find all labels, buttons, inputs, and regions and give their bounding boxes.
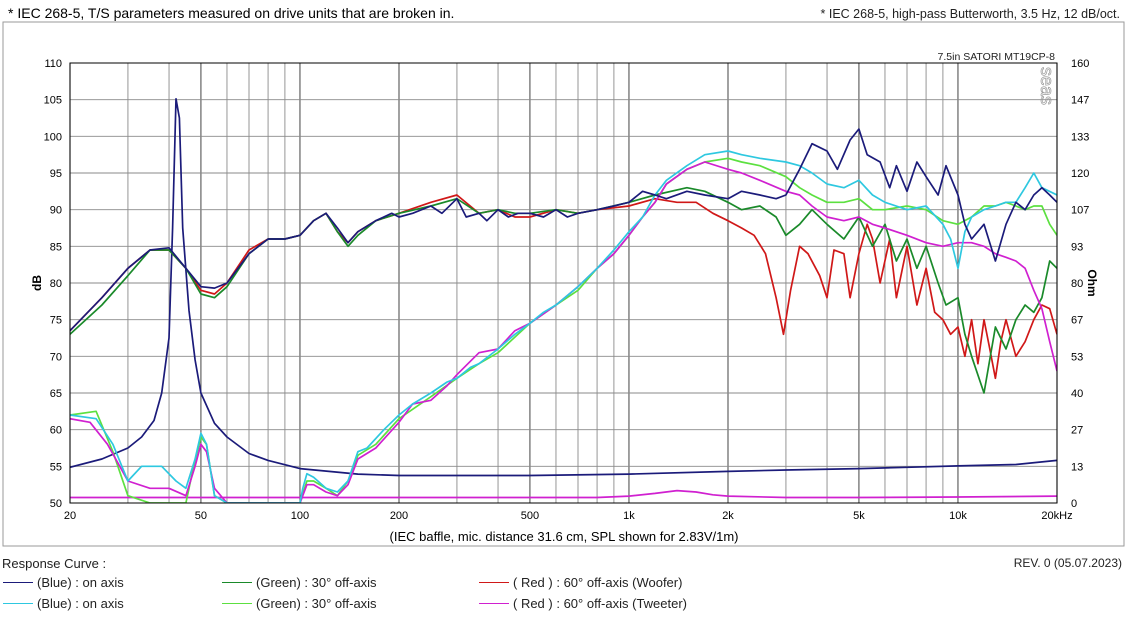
- y-tick-label-left: 85: [50, 241, 62, 253]
- y-tick-label-left: 70: [50, 351, 62, 363]
- y-tick-label-right: 27: [1071, 425, 1083, 437]
- series-line-on-axis-tweeter: [70, 150, 1057, 503]
- legend-swatch: [479, 603, 509, 604]
- y-tick-label-left: 65: [50, 388, 62, 400]
- axis-ticks: 20 50 100 200 500 1k 2k 5k 10k 20kHz1101051009590…: [44, 58, 1090, 522]
- x-tick-label: 200: [390, 510, 408, 522]
- y-tick-label-left: 90: [50, 205, 62, 217]
- x-tick-label: 10k: [949, 510, 967, 522]
- footnote-high-pass-filter: * IEC 268-5, high-pass Butterworth, 3.5 …: [820, 7, 1120, 21]
- y-tick-label-left: 75: [50, 315, 62, 327]
- legend-label: ( Red ) : 60° off-axis (Tweeter): [513, 596, 688, 611]
- y-tick-label-left: 95: [50, 168, 62, 180]
- series-line-on-axis-woofer: [70, 128, 1057, 332]
- legend-item-60deg-woofer: ( Red ) : 60° off-axis (Woofer): [479, 575, 682, 590]
- legend-label: (Green) : 30° off-axis: [256, 575, 377, 590]
- x-tick-label: 500: [521, 510, 539, 522]
- series-line-tweeter-impedance: [70, 489, 1057, 499]
- y-tick-label-left: 100: [44, 131, 62, 143]
- legend-item-30deg-tweeter: (Green) : 30° off-axis: [222, 596, 377, 611]
- x-tick-label: 100: [291, 510, 309, 522]
- y-tick-label-left: 110: [44, 58, 62, 70]
- y-tick-label-right: 40: [1071, 388, 1083, 400]
- legend-item-60deg-tweeter: ( Red ) : 60° off-axis (Tweeter): [479, 596, 687, 611]
- y-axis-label-left: dB: [30, 275, 44, 291]
- x-axis-label: (IEC baffle, mic. distance 31.6 cm, SPL …: [390, 529, 739, 544]
- y-tick-label-right: 53: [1071, 351, 1083, 363]
- grid: [69, 62, 1058, 504]
- y-tick-label-right: 107: [1071, 205, 1089, 217]
- revision-label: REV. 0 (05.07.2023): [1013, 556, 1122, 570]
- y-tick-label-right: 133: [1071, 131, 1089, 143]
- y-tick-label-left: 50: [50, 498, 62, 510]
- x-tick-label: 20kHz: [1041, 510, 1072, 522]
- y-tick-label-right: 67: [1071, 315, 1083, 327]
- x-tick-label: 20: [64, 510, 76, 522]
- chart-frame: [2, 21, 1125, 547]
- y-tick-label-left: 55: [50, 461, 62, 473]
- legend-item-on-axis-woofer: (Blue) : on axis: [3, 575, 124, 590]
- x-tick-label: 5k: [853, 510, 865, 522]
- y-tick-label-right: 13: [1071, 461, 1083, 473]
- y-tick-label-right: 80: [1071, 278, 1083, 290]
- y-tick-label-right: 93: [1071, 241, 1083, 253]
- y-tick-label-right: 0: [1071, 498, 1077, 510]
- legend-swatch: [3, 582, 33, 583]
- series-group: [70, 97, 1057, 503]
- footnote-ts-parameters: * IEC 268-5, T/S parameters measured on …: [8, 5, 455, 21]
- brand-watermark: seas: [1037, 67, 1057, 105]
- legend-swatch: [222, 582, 252, 583]
- y-tick-label-left: 80: [50, 278, 62, 290]
- legend-swatch: [222, 603, 252, 604]
- legend-label: (Blue) : on axis: [37, 575, 124, 590]
- legend-item-on-axis-tweeter: (Blue) : on axis: [3, 596, 124, 611]
- y-tick-label-left: 105: [44, 95, 62, 107]
- plot-area-border: [69, 62, 1058, 504]
- y-tick-label-left: 60: [50, 425, 62, 437]
- legend-item-30deg-woofer: (Green) : 30° off-axis: [222, 575, 377, 590]
- legend-swatch: [3, 603, 33, 604]
- legend-label: (Green) : 30° off-axis: [256, 596, 377, 611]
- y-axis-label-right: Ohm: [1085, 269, 1099, 296]
- legend-label: ( Red ) : 60° off-axis (Woofer): [513, 575, 683, 590]
- y-tick-label-right: 120: [1071, 168, 1089, 180]
- frequency-response-chart: 20 50 100 200 500 1k 2k 5k 10k 20kHz1101051009590…: [2, 21, 1125, 547]
- legend-label: (Blue) : on axis: [37, 596, 124, 611]
- legend-swatch: [479, 582, 509, 583]
- x-tick-label: 50: [195, 510, 207, 522]
- x-tick-label: 1k: [623, 510, 635, 522]
- x-tick-label: 2k: [722, 510, 734, 522]
- legend-title: Response Curve :: [2, 556, 107, 571]
- y-tick-label-right: 147: [1071, 95, 1089, 107]
- series-line-woofer-impedance: [70, 97, 1057, 477]
- y-tick-label-right: 160: [1071, 58, 1089, 70]
- chart-title: 7.5in SATORI MT19CP-8: [938, 51, 1056, 63]
- series-line-60-tweeter: [70, 161, 1057, 503]
